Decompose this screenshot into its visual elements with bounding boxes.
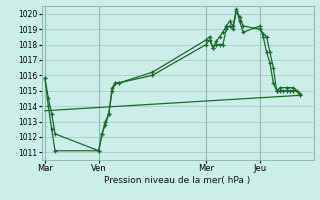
X-axis label: Pression niveau de la mer( hPa ): Pression niveau de la mer( hPa ) (104, 176, 251, 185)
